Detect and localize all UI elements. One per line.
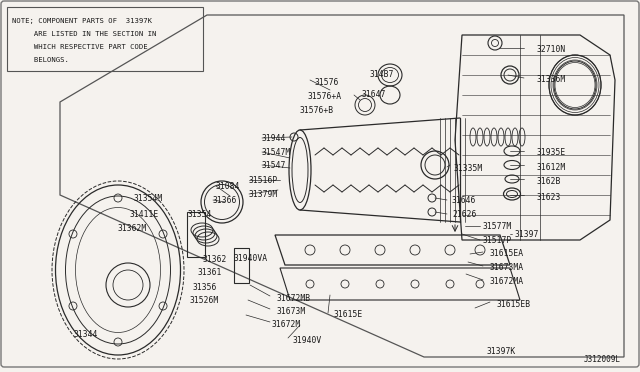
Text: 31615E: 31615E	[334, 310, 364, 319]
Text: 32710N: 32710N	[537, 45, 566, 54]
Text: 31379M: 31379M	[249, 190, 278, 199]
Text: 31576+B: 31576+B	[300, 106, 334, 115]
Bar	[234, 248, 249, 283]
Text: 31336M: 31336M	[537, 75, 566, 84]
Text: ARE LISTED IN THE SECTION IN: ARE LISTED IN THE SECTION IN	[12, 31, 156, 37]
Text: 31354: 31354	[188, 210, 212, 219]
Text: 31672M: 31672M	[272, 320, 301, 329]
Text: 31576+A: 31576+A	[308, 92, 342, 101]
Text: 31516P: 31516P	[249, 176, 278, 185]
Text: 21626: 21626	[452, 210, 476, 219]
Text: 31361: 31361	[198, 268, 222, 277]
Text: 31354M: 31354M	[134, 194, 163, 203]
Text: 31335M: 31335M	[454, 164, 483, 173]
Text: 31940VA: 31940VA	[234, 254, 268, 263]
Text: 31646: 31646	[452, 196, 476, 205]
Text: 31362: 31362	[203, 255, 227, 264]
Text: 31623: 31623	[537, 193, 561, 202]
Text: 31366: 31366	[213, 196, 237, 205]
Text: 31576: 31576	[315, 78, 339, 87]
Text: 314B7: 314B7	[370, 70, 394, 79]
Text: 3162B: 3162B	[537, 177, 561, 186]
Text: 31944: 31944	[262, 134, 286, 143]
Text: 31615EA: 31615EA	[490, 249, 524, 258]
Text: 31673M: 31673M	[277, 307, 307, 316]
Text: 31397K: 31397K	[487, 347, 516, 356]
Text: 31526M: 31526M	[190, 296, 220, 305]
Bar	[187, 212, 205, 257]
Text: WHICH RESPECTIVE PART CODE: WHICH RESPECTIVE PART CODE	[12, 44, 148, 50]
Text: 31577M: 31577M	[483, 222, 512, 231]
Text: 31673MA: 31673MA	[490, 263, 524, 272]
Text: 31615EB: 31615EB	[497, 300, 531, 309]
Text: 31397: 31397	[515, 230, 540, 239]
Text: 31935E: 31935E	[537, 148, 566, 157]
Bar	[7, 7, 203, 71]
Text: BELONGS.: BELONGS.	[12, 57, 69, 63]
Text: NOTE; COMPONENT PARTS OF  31397K: NOTE; COMPONENT PARTS OF 31397K	[12, 18, 152, 24]
Text: 31647: 31647	[362, 90, 387, 99]
Text: 31411E: 31411E	[130, 210, 159, 219]
Text: J312009L: J312009L	[584, 355, 621, 364]
Text: 31356: 31356	[193, 283, 218, 292]
Text: 31344: 31344	[74, 330, 99, 339]
Text: 31940V: 31940V	[293, 336, 323, 345]
Text: 31362M: 31362M	[118, 224, 147, 233]
Text: 31612M: 31612M	[537, 163, 566, 172]
Text: 31547: 31547	[262, 161, 286, 170]
Text: 31672MA: 31672MA	[490, 277, 524, 286]
Text: 31547M: 31547M	[262, 148, 291, 157]
Text: 31517P: 31517P	[483, 236, 512, 245]
Text: 31084: 31084	[216, 182, 241, 191]
Text: 31672MB: 31672MB	[277, 294, 311, 303]
